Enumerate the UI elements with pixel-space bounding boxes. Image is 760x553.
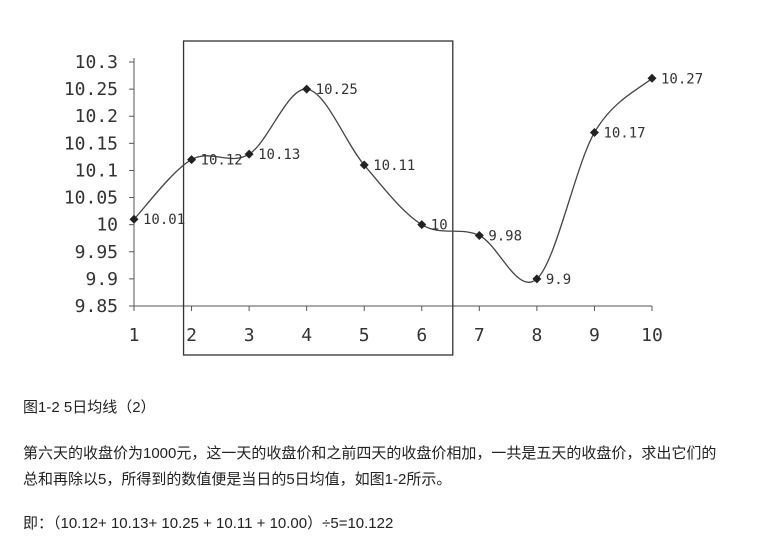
x-tick-label: 4 <box>301 325 312 346</box>
data-label: 10.12 <box>201 153 243 169</box>
y-axis-ticks: 10.3 10.25 10.2 10.15 10.1 10.05 10 9.95 9.9 9.85 <box>64 52 134 317</box>
data-label: 10.25 <box>316 82 358 98</box>
y-tick-label: 10 <box>96 215 118 236</box>
data-point <box>417 220 427 230</box>
y-tick-label: 10.1 <box>75 160 118 181</box>
y-tick-label: 9.9 <box>85 269 118 290</box>
series-line <box>133 77 653 283</box>
data-point <box>302 84 312 94</box>
data-label: 9.9 <box>546 272 571 288</box>
data-label: 10.27 <box>661 71 703 87</box>
data-point <box>589 127 599 137</box>
x-tick-label: 8 <box>531 325 542 346</box>
explanation-paragraph: 第六天的收盘价为1000元，这一天的收盘价和之前四天的收盘价相加，一共是五天的收… <box>23 445 717 488</box>
data-label: 10.13 <box>258 147 300 163</box>
data-label: 10 <box>431 218 448 234</box>
y-tick-label: 10.3 <box>75 52 118 73</box>
five-day-window-box <box>182 40 454 356</box>
figure-caption: 图1-2 5日均线（2） <box>23 399 156 416</box>
line-chart: 10.310.2510.210.1510.110.05109.959.99.85… <box>64 40 703 356</box>
data-point <box>474 231 484 241</box>
x-tick-label: 1 <box>129 325 140 346</box>
chart-axes <box>133 58 652 307</box>
data-label: 9.98 <box>488 229 522 245</box>
x-tick-label: 6 <box>416 325 427 346</box>
y-tick-label: 10.05 <box>64 188 118 209</box>
y-tick-label: 10.25 <box>64 79 118 100</box>
x-tick-label: 10 <box>641 325 663 346</box>
y-tick-label: 9.85 <box>75 296 118 317</box>
data-label: 10.17 <box>603 125 645 141</box>
x-axis-ticks: 1 2 3 4 5 6 7 8 9 10 <box>129 306 663 346</box>
data-point <box>129 214 139 224</box>
data-label: 10.01 <box>143 212 185 228</box>
x-tick-label: 3 <box>244 325 255 346</box>
formula-text: 即：（10.12+ 10.13+ 10.25 + 10.11 + 10.00）÷… <box>23 515 394 532</box>
data-point <box>187 155 197 165</box>
x-tick-label: 7 <box>474 325 485 346</box>
x-tick-label: 9 <box>589 325 600 346</box>
x-tick-label: 2 <box>186 325 197 346</box>
y-tick-label: 10.2 <box>75 106 118 127</box>
data-point <box>647 73 657 83</box>
data-point <box>532 274 542 284</box>
data-point <box>359 160 369 170</box>
y-tick-label: 10.15 <box>64 133 118 154</box>
data-point <box>244 149 254 159</box>
y-tick-label: 9.95 <box>75 242 118 263</box>
data-label: 10.11 <box>373 158 415 174</box>
x-tick-label: 5 <box>359 325 370 346</box>
data-markers <box>129 73 657 284</box>
data-labels: 10.01 10.12 10.13 10.25 10.11 10 9.98 9.9 10.17 1… <box>143 71 703 288</box>
